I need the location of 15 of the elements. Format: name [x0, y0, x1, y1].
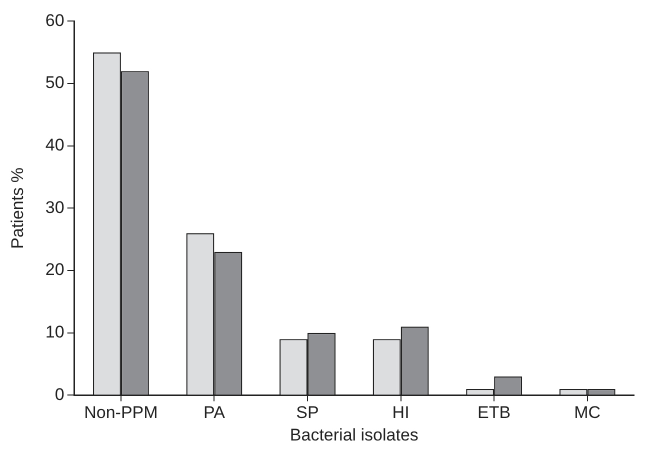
- y-tick-label: 40: [45, 136, 64, 155]
- y-axis-title: Patients %: [8, 168, 27, 249]
- x-tick-label: MC: [574, 403, 601, 422]
- y-tick-label: 50: [45, 73, 64, 92]
- x-tick-label: Non-PPM: [84, 403, 158, 422]
- x-tick-label: ETB: [478, 403, 511, 422]
- x-axis-title: Bacterial isolates: [290, 425, 418, 444]
- y-tick-label: 10: [45, 322, 64, 342]
- x-tick-label: PA: [204, 403, 226, 422]
- y-tick-label: 0: [54, 384, 64, 404]
- x-tick-label: HI: [392, 403, 410, 422]
- x-tick-label: SP: [296, 403, 319, 422]
- y-tick-label: 20: [45, 260, 64, 280]
- y-tick-label: 60: [45, 10, 64, 30]
- y-tick-label: 30: [45, 198, 64, 217]
